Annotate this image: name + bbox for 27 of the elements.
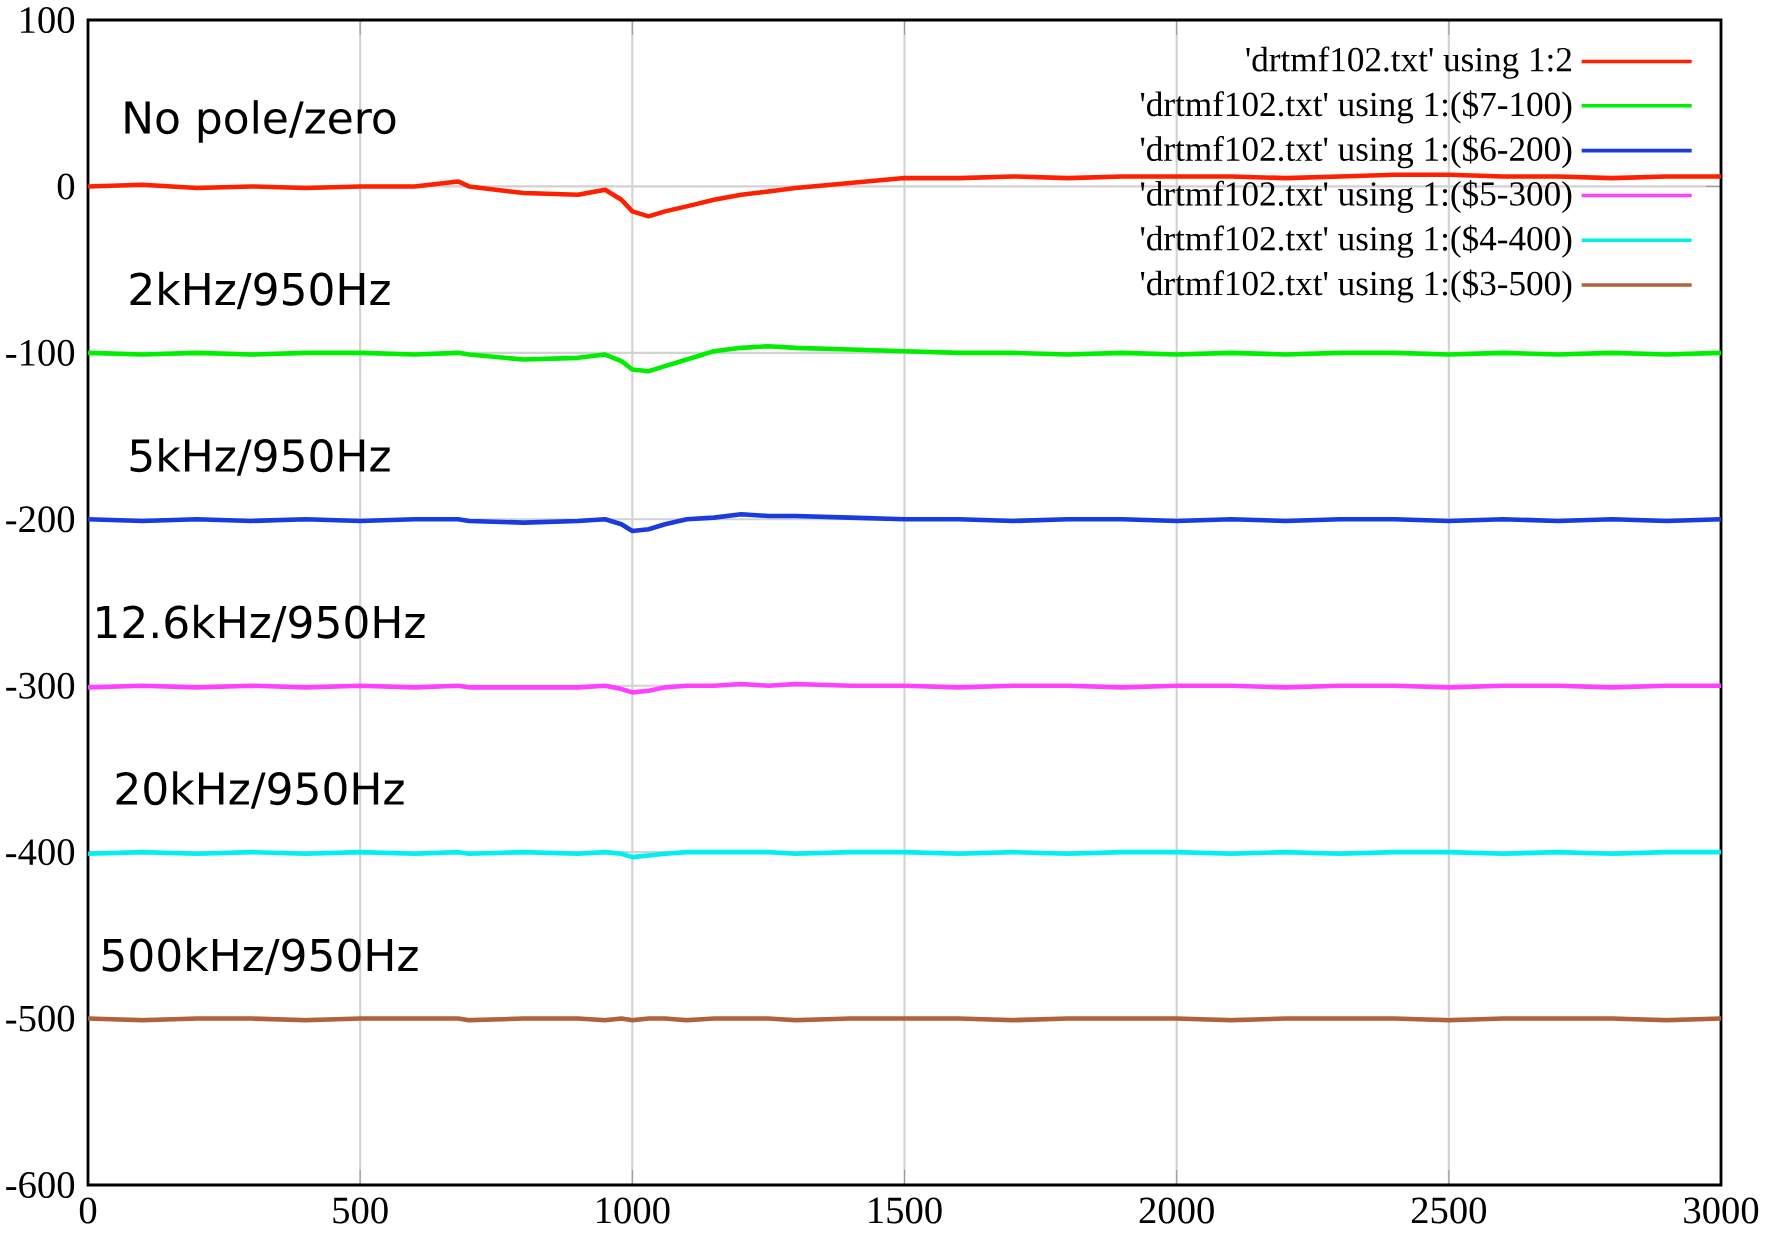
y-tick-label: -600 [6,1171,75,1199]
x-tick-label: 0 [79,1197,97,1224]
x-tick-label: 500 [333,1197,388,1224]
x-tick-label: 1500 [869,1197,942,1224]
legend-label: 'drtmf102.txt' using 1:($5-300) [1140,180,1572,214]
y-tick-label: -400 [6,839,75,866]
y-tick-label: 100 [21,6,75,34]
y-tick-label: -500 [6,1005,75,1032]
annotation: 12.6kHz/950Hz [97,604,425,643]
x-tick-label: 2000 [1139,1197,1214,1224]
legend-label: 'drtmf102.txt' using 1:($6-200) [1140,135,1572,169]
legend-label: 'drtmf102.txt' using 1:($4-400) [1140,224,1572,258]
annotation: 500kHz/950Hz [102,937,418,976]
annotation: No pole/zero [125,100,396,143]
x-tick-label: 3000 [1684,1197,1759,1224]
y-tick-label: -100 [6,339,75,366]
annotation: 20kHz/950Hz [116,771,404,809]
y-tick-label: -300 [6,672,75,699]
x-tick-label: 2500 [1411,1197,1487,1224]
legend-label: 'drtmf102.txt' using 1:2 [1246,46,1571,79]
x-tick-label: 1000 [597,1197,670,1224]
annotation: 2kHz/950Hz [130,271,390,310]
y-tick-label: -200 [6,506,75,533]
legend-label: 'drtmf102.txt' using 1:($3-500) [1140,269,1572,303]
y-tick-label: 0 [57,173,75,200]
legend-label: 'drtmf102.txt' using 1:($7-100) [1140,90,1572,124]
annotation: 5kHz/950Hz [130,438,390,476]
